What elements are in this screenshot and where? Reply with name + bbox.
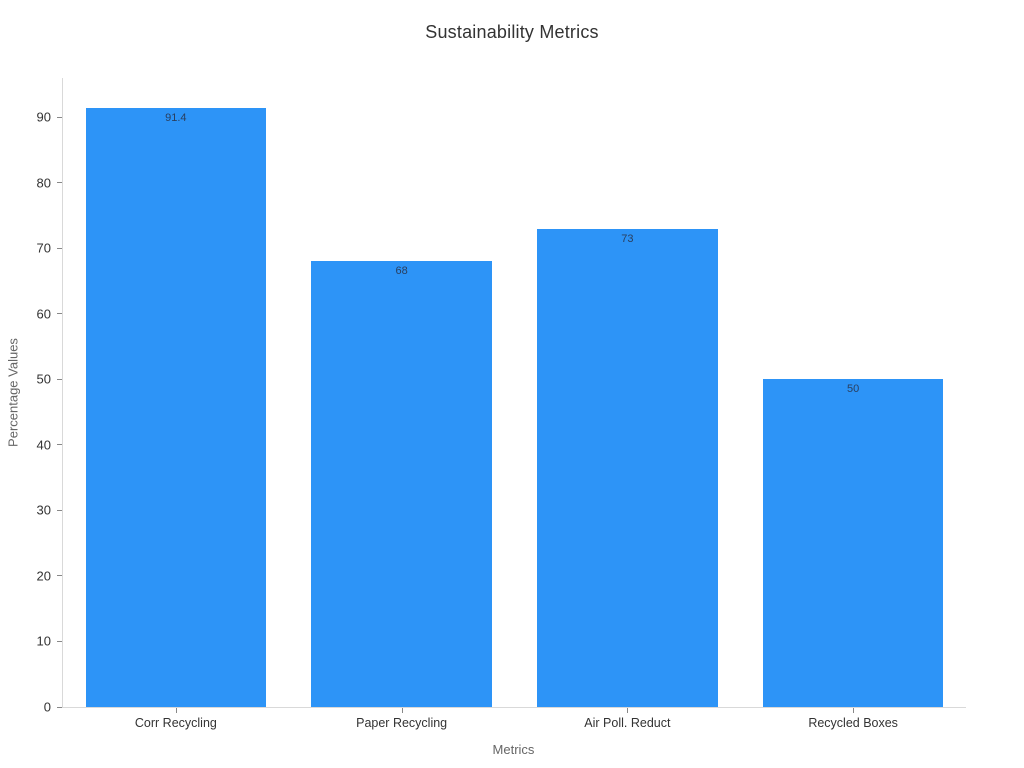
bar-value-label: 50: [846, 383, 860, 396]
chart-title: Sustainability Metrics: [425, 22, 599, 42]
y-tick-label: 30: [36, 502, 51, 518]
x-tick-label: Air Poll. Reduct: [584, 716, 671, 730]
x-tick-mark: [401, 708, 403, 713]
bar[interactable]: 68: [311, 261, 492, 707]
y-axis-title: Percentage Values: [5, 338, 21, 447]
bar-value-label: 73: [621, 232, 634, 245]
y-tick-label: 40: [36, 437, 51, 453]
y-tick-label: 80: [36, 175, 51, 191]
y-tick-mark: [57, 509, 62, 511]
x-axis-title: Metrics: [492, 742, 535, 757]
y-tick-mark: [57, 313, 62, 315]
y-tick-mark: [57, 444, 62, 446]
plot-area: 0 10 20 30 40 50 60 70 80 90 91.4 Corr Recycling 68 P…: [37, 78, 966, 730]
y-tick-mark: [57, 575, 62, 577]
y-tick-mark: [57, 640, 62, 642]
x-tick-label: Corr Recycling: [134, 716, 217, 730]
y-tick-label: 50: [36, 371, 51, 387]
x-tick-label: Recycled Boxes: [808, 716, 898, 730]
y-tick-label: 90: [36, 109, 51, 125]
y-tick-label: 60: [36, 306, 51, 322]
y-tick-label: 20: [36, 568, 51, 584]
x-tick-label: Paper Recycling: [356, 716, 448, 730]
y-tick-mark: [57, 247, 62, 249]
y-tick-mark: [57, 116, 62, 118]
bar[interactable]: 50: [762, 379, 944, 707]
bar-value-label: 68: [395, 265, 408, 278]
bar-value-label: 91.4: [165, 112, 187, 125]
x-tick-mark: [627, 708, 629, 713]
y-tick-label: 70: [36, 240, 51, 256]
bar[interactable]: 73: [537, 228, 718, 707]
y-tick-label: 10: [36, 633, 51, 649]
y-tick-mark: [57, 182, 62, 184]
y-tick-mark: [57, 378, 62, 380]
x-tick-mark: [853, 708, 855, 713]
y-tick-label: 0: [43, 699, 51, 715]
y-tick-mark: [57, 706, 62, 708]
bar[interactable]: 91.4: [85, 108, 267, 707]
x-tick-mark: [175, 708, 177, 713]
